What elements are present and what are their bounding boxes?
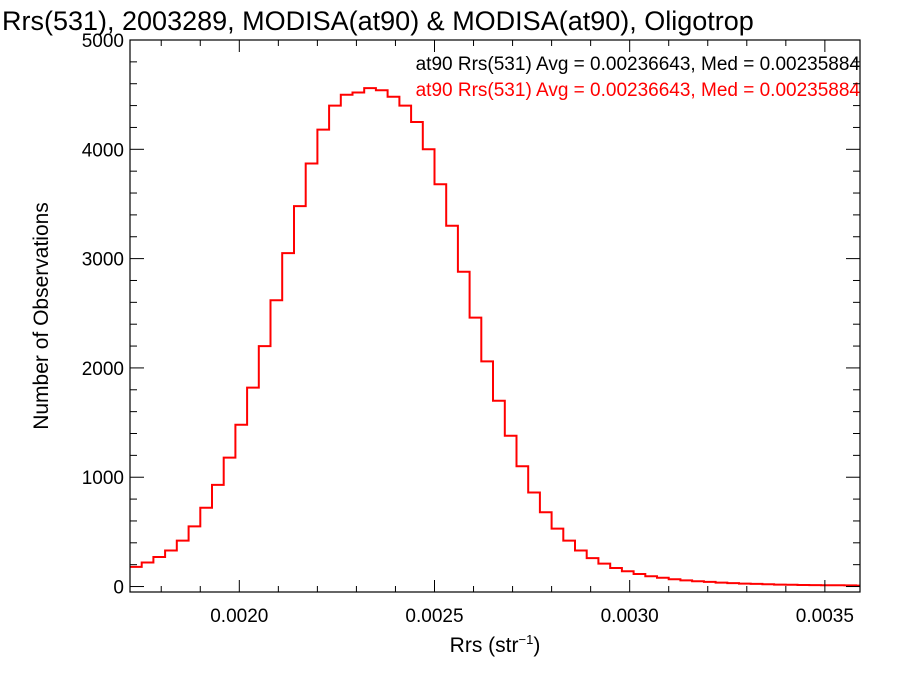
y-tick-label: 0 (113, 578, 124, 599)
y-axis-ticks: 0 1000 2000 3000 4000 5000 (82, 31, 860, 599)
chart-title: Rrs(531), 2003289, MODISA(at90) & MODISA… (2, 6, 754, 36)
y-tick-label: 1000 (82, 468, 124, 489)
x-axis-ticks: 0.0020 0.0025 0.0030 0.0035 (160, 40, 854, 627)
legend-entry-red: at90 Rrs(531) Avg = 0.00236643, Med = 0.… (416, 80, 861, 101)
y-tick-label: 5000 (82, 31, 124, 52)
y-tick-label: 3000 (82, 250, 124, 271)
legend-entry-black: at90 Rrs(531) Avg = 0.00236643, Med = 0.… (416, 54, 861, 75)
series-line-0 (130, 87, 860, 587)
x-axis-label: Rrs (str−1) (450, 632, 541, 657)
series-layer (130, 87, 860, 587)
x-tick-label: 0.0030 (601, 606, 659, 627)
y-tick-label: 4000 (82, 140, 124, 161)
y-tick-label: 2000 (82, 359, 124, 380)
x-tick-label: 0.0020 (210, 606, 268, 627)
plot-frame (129, 39, 861, 593)
legend: at90 Rrs(531) Avg = 0.00236643, Med = 0.… (416, 54, 861, 101)
x-tick-label: 0.0035 (796, 606, 854, 627)
x-tick-label: 0.0025 (405, 606, 463, 627)
y-axis-label: Number of Observations (30, 202, 53, 430)
